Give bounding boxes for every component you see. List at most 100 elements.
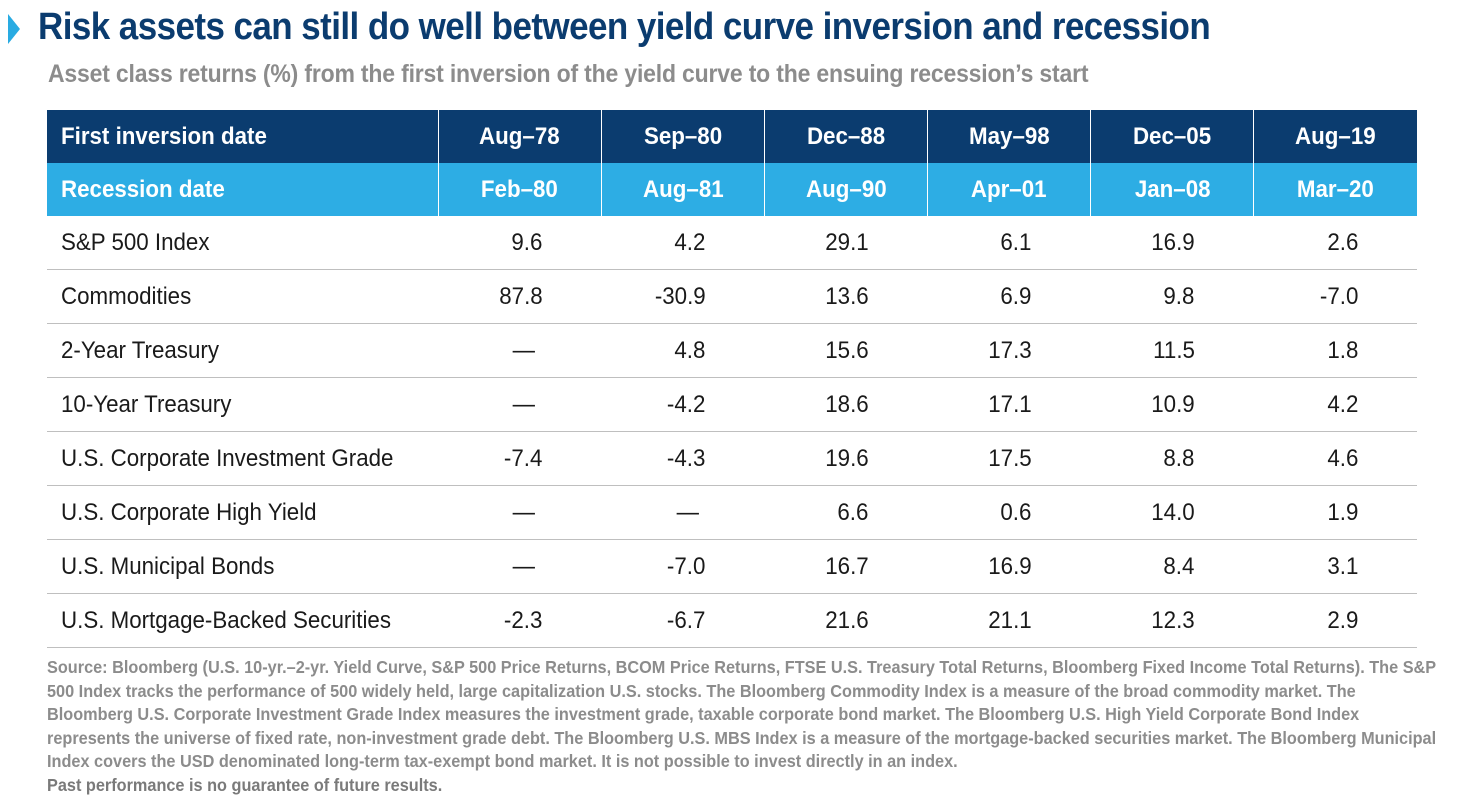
return-value-cell: -6.7 [601, 593, 765, 648]
header-date-text: Feb–80 [481, 175, 559, 203]
return-value-cell: 6.1 [927, 216, 1091, 270]
return-value: -2.3 [503, 606, 543, 634]
header-label-text: First inversion date [61, 122, 267, 150]
return-value: 17.3 [988, 336, 1032, 364]
return-value: 8.8 [1163, 444, 1195, 472]
return-value: 4.8 [674, 336, 706, 364]
return-value-cell: 8.8 [1090, 431, 1254, 486]
header-date-cell: Feb–80 [437, 163, 602, 216]
return-value: — [513, 390, 536, 418]
return-value: 87.8 [498, 282, 543, 310]
return-value-cell: 8.4 [1090, 539, 1254, 594]
return-value-cell: 17.3 [927, 323, 1091, 378]
header-date-text: Dec–05 [1133, 122, 1212, 150]
return-value-cell: 4.6 [1253, 431, 1417, 486]
return-value: 0.6 [1000, 498, 1032, 526]
header-date-cell: Aug–81 [600, 163, 765, 216]
header-date-text: Aug–78 [479, 122, 561, 150]
table-row: U.S. Municipal Bonds — -7.0 16.7 16.9 8.4 3.1 [47, 539, 1417, 594]
return-value-cell: 21.1 [927, 593, 1091, 648]
return-value-cell: -7.0 [601, 539, 765, 594]
return-value: -7.0 [667, 552, 706, 580]
table-row: Commodities 87.8 -30.9 13.6 6.9 9.8 -7.0 [47, 269, 1417, 324]
return-value: 16.7 [825, 552, 869, 580]
return-value-cell: 21.6 [764, 593, 928, 648]
return-value: 6.1 [1000, 228, 1032, 256]
header-date-cell: Aug–90 [763, 163, 928, 216]
return-value-cell: 4.2 [1253, 377, 1417, 432]
return-value-cell: 3.1 [1253, 539, 1417, 594]
return-value-cell: 17.5 [927, 431, 1091, 486]
asset-class-text: U.S. Mortgage-Backed Securities [61, 606, 391, 634]
return-value: 21.1 [988, 606, 1032, 634]
return-value-cell: 1.8 [1253, 323, 1417, 378]
return-value: 1.8 [1326, 336, 1358, 364]
return-value-cell: 11.5 [1090, 323, 1254, 378]
return-value-cell: — [438, 485, 602, 540]
inversion-date-row: First inversion date Aug–78 Sep–80 Dec–88 Ma… [47, 110, 1417, 163]
header-date-text: Sep–80 [643, 122, 723, 150]
return-value-cell: 4.8 [601, 323, 765, 378]
return-value: 14.0 [1151, 498, 1195, 526]
return-value-cell: — [438, 539, 602, 594]
return-value-cell: 15.6 [764, 323, 928, 378]
return-value-cell: -4.2 [601, 377, 765, 432]
return-value: 10.9 [1151, 390, 1195, 418]
return-value: 17.1 [988, 390, 1032, 418]
asset-class-text: U.S. Corporate Investment Grade [61, 444, 394, 472]
header-date-text: Aug–90 [805, 175, 887, 203]
asset-class-text: 10-Year Treasury [61, 390, 232, 418]
chart-title: Risk assets can still do well between yi… [38, 6, 1211, 48]
return-value-cell: -4.3 [601, 431, 765, 486]
asset-class-label: 10-Year Treasury [47, 377, 439, 432]
asset-class-text: U.S. Municipal Bonds [61, 552, 275, 580]
header-date-text: Aug–19 [1295, 122, 1376, 150]
header-date-cell: Aug–19 [1253, 110, 1417, 163]
return-value-cell: 6.9 [927, 269, 1091, 324]
return-value-cell: 17.1 [927, 377, 1091, 432]
return-value: 6.6 [837, 498, 869, 526]
disclaimer: Past performance is no guarantee of futu… [47, 774, 443, 795]
return-value-cell: 18.6 [764, 377, 928, 432]
return-value: 12.3 [1151, 606, 1195, 634]
table-row: U.S. Mortgage-Backed Securities -2.3 -6.7 2… [47, 593, 1417, 648]
return-value: -30.9 [654, 282, 706, 310]
header-label: First inversion date [47, 110, 439, 163]
header-date-text: Dec–88 [806, 122, 886, 150]
return-value-cell: 87.8 [438, 269, 602, 324]
return-value: 15.6 [825, 336, 869, 364]
return-value-cell: 16.7 [764, 539, 928, 594]
return-value: 21.6 [825, 606, 869, 634]
return-value-cell: -7.0 [1253, 269, 1417, 324]
return-value: — [513, 336, 536, 364]
return-value: 2.6 [1326, 228, 1358, 256]
return-value-cell: 10.9 [1090, 377, 1254, 432]
return-value-cell: 16.9 [1090, 216, 1254, 270]
chevron-right-icon [8, 13, 20, 44]
chart-subtitle: Asset class returns (%) from the first i… [48, 60, 1089, 88]
header-date-cell: Dec–88 [763, 110, 928, 163]
asset-class-text: S&P 500 Index [61, 228, 210, 256]
return-value: 4.2 [674, 228, 706, 256]
return-value: 16.9 [988, 552, 1032, 580]
return-value-cell: 14.0 [1090, 485, 1254, 540]
header-date-cell: Aug–78 [437, 110, 602, 163]
return-value-cell: 2.6 [1253, 216, 1417, 270]
return-value: 29.1 [825, 228, 869, 256]
return-value: 2.9 [1326, 606, 1358, 634]
header-date-text: May–98 [968, 122, 1050, 150]
return-value: — [513, 498, 536, 526]
asset-class-label: Commodities [47, 269, 439, 324]
return-value: -4.2 [667, 390, 706, 418]
header-date-text: Apr–01 [971, 175, 1047, 203]
asset-class-text: Commodities [61, 282, 192, 310]
asset-class-label: U.S. Municipal Bonds [47, 539, 439, 594]
return-value: -7.0 [1319, 282, 1358, 310]
return-value: — [676, 498, 699, 526]
table-row: 2-Year Treasury — 4.8 15.6 17.3 11.5 1.8 [47, 323, 1417, 378]
return-value-cell: -30.9 [601, 269, 765, 324]
table-row: U.S. Corporate High Yield — — 6.6 0.6 14.0 1.9 [47, 485, 1417, 540]
header-date-text: Mar–20 [1297, 175, 1375, 203]
return-value-cell: 16.9 [927, 539, 1091, 594]
return-value-cell: 9.8 [1090, 269, 1254, 324]
